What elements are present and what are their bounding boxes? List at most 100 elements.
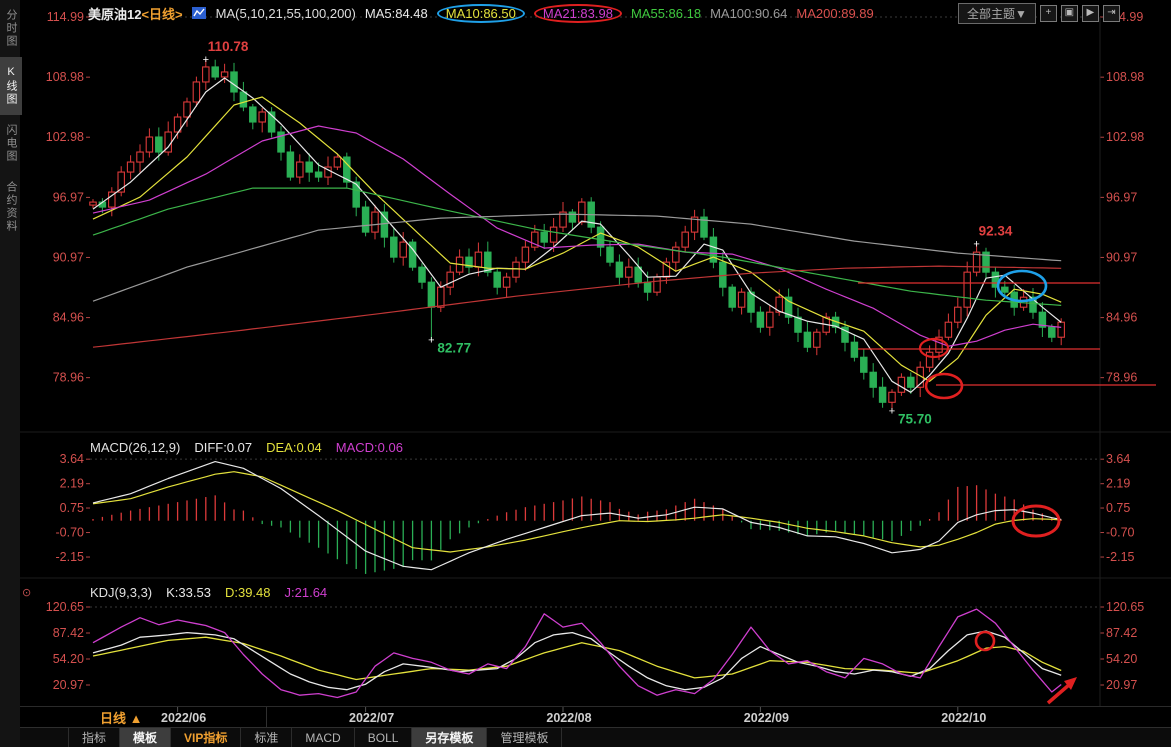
svg-text:2022/09: 2022/09: [744, 711, 789, 725]
svg-text:3.64: 3.64: [1106, 452, 1130, 466]
kdj-title[interactable]: KDJ(9,3,3): [90, 585, 153, 600]
ma-settings-label[interactable]: MA(5,10,21,55,100,200): [215, 5, 356, 21]
period-selector[interactable]: 日线 ▲: [100, 710, 143, 726]
svg-text:-0.70: -0.70: [56, 526, 85, 540]
svg-text:96.97: 96.97: [53, 190, 84, 204]
svg-text:92.34: 92.34: [979, 224, 1013, 239]
sidebar-item-lightning[interactable]: 闪电图: [5, 124, 17, 163]
toolbar-template-button[interactable]: 模板: [120, 728, 172, 747]
svg-text:78.96: 78.96: [1106, 371, 1137, 385]
macd-dea-value: DEA:0.04: [266, 440, 322, 455]
toolbar-standard-button[interactable]: 标准: [241, 728, 293, 747]
svg-text:108.98: 108.98: [1106, 70, 1144, 84]
svg-text:96.97: 96.97: [1106, 190, 1137, 204]
ma55-value: MA55:86.18: [630, 5, 702, 21]
sidebar-item-contract-info[interactable]: 合约资料: [5, 181, 17, 233]
bottom-toolbar: 指标 模板 VIP指标 标准 MACD BOLL 另存模板 管理模板: [20, 727, 1171, 747]
sidebar-item-timeshare[interactable]: 分时图: [5, 9, 17, 48]
macd-diff-value: DIFF:0.07: [194, 440, 253, 455]
ma21-value-circled: MA21:83.98: [533, 3, 622, 23]
svg-text:84.96: 84.96: [1106, 311, 1137, 325]
svg-text:2022/06: 2022/06: [161, 711, 206, 725]
kdj-pane-header: KDJ(9,3,3) K:33.53 D:39.48 J:21.64: [90, 585, 327, 600]
ma100-value: MA100:90.64: [710, 5, 788, 21]
symbol-title: 美原油12<日线>: [88, 4, 183, 23]
svg-text:-2.15: -2.15: [1106, 550, 1135, 564]
svg-text:87.42: 87.42: [1106, 626, 1137, 640]
kdj-j-value: J:21.64: [284, 585, 328, 600]
macd-pane-header: MACD(26,12,9) DIFF:0.07 DEA:0.04 MACD:0.…: [90, 440, 403, 455]
svg-text:82.77: 82.77: [437, 341, 471, 356]
svg-text:2022/10: 2022/10: [941, 711, 986, 725]
svg-text:20.97: 20.97: [53, 678, 84, 692]
svg-text:-0.70: -0.70: [1106, 526, 1135, 540]
svg-text:0.75: 0.75: [60, 501, 84, 515]
svg-text:54.20: 54.20: [53, 652, 84, 666]
frame-icon[interactable]: ▣: [1060, 5, 1078, 22]
sidebar-item-kline[interactable]: K线图: [0, 57, 22, 115]
svg-text:2022/07: 2022/07: [349, 711, 394, 725]
kdj-pane-settings-icon[interactable]: ⊙: [22, 587, 32, 599]
toolbar-manage-template-button[interactable]: 管理模板: [487, 728, 563, 747]
svg-text:2.19: 2.19: [60, 477, 84, 491]
svg-text:3.64: 3.64: [60, 452, 84, 466]
export-icon[interactable]: ⇥: [1102, 5, 1120, 22]
date-bar-divider: [20, 706, 1171, 707]
toolbar-save-template-button[interactable]: 另存模板: [412, 728, 488, 747]
ma200-value: MA200:89.89: [796, 5, 874, 21]
svg-text:87.42: 87.42: [53, 626, 84, 640]
svg-text:2022/08: 2022/08: [546, 711, 591, 725]
top-right-controls: 全部主题▼ + ▣ ▶ ⇥: [958, 3, 1120, 24]
svg-text:+: +: [203, 54, 209, 66]
price-marker-labels: +110.78+ 82.77+ 75.70+92.34: [203, 39, 1013, 426]
svg-text:114.99: 114.99: [47, 10, 84, 24]
svg-text:110.78: 110.78: [208, 39, 249, 54]
play-icon[interactable]: ▶: [1081, 5, 1099, 22]
ma-indicator-icon: [191, 6, 207, 20]
chart-header: 美原油12<日线> MA(5,10,21,55,100,200) MA5:84.…: [88, 3, 874, 23]
theme-dropdown-button[interactable]: 全部主题▼: [958, 3, 1036, 24]
ma5-value: MA5:84.48: [364, 5, 428, 21]
main-pane: +110.78+ 82.77+ 75.70+92.34: [89, 39, 1065, 426]
kdj-k-value: K:33.53: [166, 585, 211, 600]
candles-layer: [89, 59, 1065, 411]
macd-pane: [92, 461, 1062, 574]
svg-text:90.97: 90.97: [1106, 250, 1137, 264]
symbol-name: 美原油12: [88, 6, 142, 22]
period-selector-cell: 日线 ▲: [62, 707, 267, 727]
svg-text:120.65: 120.65: [46, 600, 84, 614]
ma10-value-circled: MA10:86.50: [436, 3, 525, 23]
svg-text:0.75: 0.75: [1106, 501, 1130, 515]
macd-title[interactable]: MACD(26,12,9): [90, 440, 181, 455]
toolbar-vip-indicator-button[interactable]: VIP指标: [171, 728, 242, 747]
svg-text:90.97: 90.97: [53, 250, 84, 264]
date-axis: 2022/06 2022/07 2022/08 2022/09 2022/10: [161, 707, 986, 725]
macd-macd-value: MACD:0.06: [335, 440, 403, 455]
svg-text:-2.15: -2.15: [56, 550, 85, 564]
annotations-layer: [858, 269, 1156, 705]
svg-text:+: +: [889, 405, 895, 417]
svg-text:20.97: 20.97: [1106, 678, 1137, 692]
pan-icon[interactable]: +: [1039, 5, 1057, 22]
period-tag: <日线>: [141, 6, 183, 22]
left-sidebar: 分时图 K线图 闪电图 合约资料: [0, 0, 22, 747]
svg-text:102.98: 102.98: [46, 130, 84, 144]
ma-lines-layer: [92, 77, 1062, 393]
svg-text:75.70: 75.70: [898, 411, 932, 426]
svg-text:2.19: 2.19: [1106, 477, 1130, 491]
svg-text:84.96: 84.96: [53, 311, 84, 325]
svg-text:120.65: 120.65: [1106, 600, 1144, 614]
toolbar-indicators-button[interactable]: 指标: [68, 728, 121, 747]
svg-text:102.98: 102.98: [1106, 130, 1144, 144]
toolbar-macd-button[interactable]: MACD: [292, 728, 355, 747]
kdj-pane: [92, 608, 1062, 699]
svg-text:+: +: [428, 335, 434, 347]
kdj-d-value: D:39.48: [224, 585, 271, 600]
svg-text:78.96: 78.96: [53, 371, 84, 385]
svg-text:+: +: [973, 239, 979, 251]
svg-text:54.20: 54.20: [1106, 652, 1137, 666]
svg-text:108.98: 108.98: [46, 70, 84, 84]
toolbar-boll-button[interactable]: BOLL: [355, 728, 413, 747]
